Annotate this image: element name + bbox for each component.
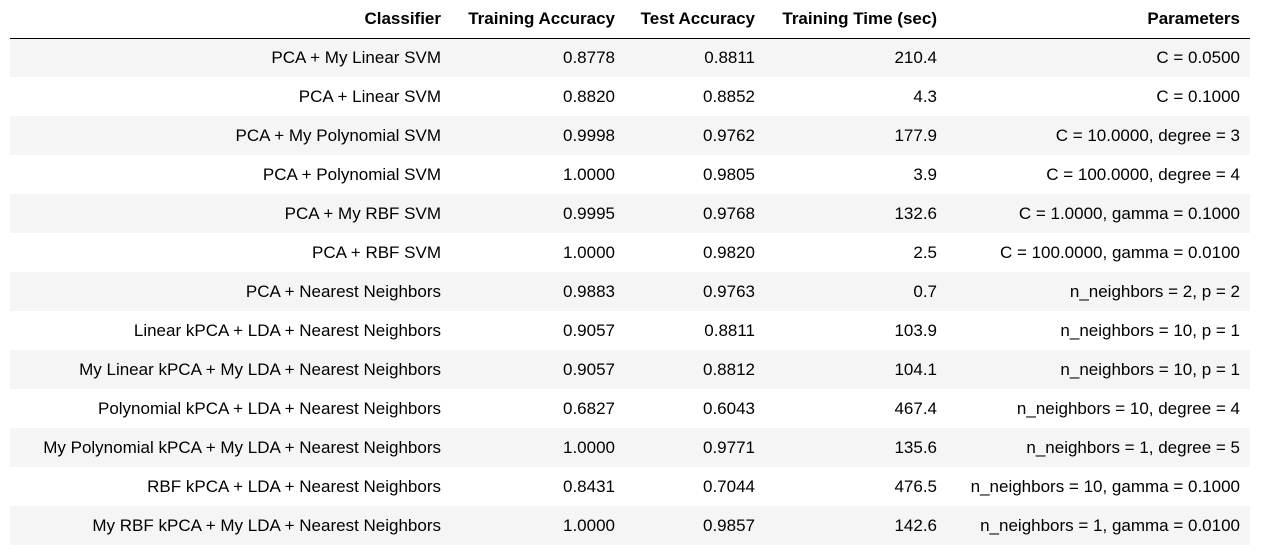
cell-classifier: PCA + Linear SVM bbox=[10, 77, 451, 116]
cell-training-accuracy: 0.9998 bbox=[451, 116, 625, 155]
column-header-classifier: Classifier bbox=[10, 0, 451, 39]
table-row: Linear kPCA + LDA + Nearest Neighbors 0.… bbox=[10, 311, 1250, 350]
cell-test-accuracy: 0.9768 bbox=[625, 194, 765, 233]
cell-parameters: C = 100.0000, gamma = 0.0100 bbox=[947, 233, 1250, 272]
cell-parameters: n_neighbors = 1, degree = 5 bbox=[947, 428, 1250, 467]
cell-parameters: C = 10.0000, degree = 3 bbox=[947, 116, 1250, 155]
cell-training-time: 0.7 bbox=[765, 272, 947, 311]
column-header-test-accuracy: Test Accuracy bbox=[625, 0, 765, 39]
cell-training-accuracy: 1.0000 bbox=[451, 428, 625, 467]
results-table: Classifier Training Accuracy Test Accura… bbox=[10, 0, 1250, 545]
cell-test-accuracy: 0.9820 bbox=[625, 233, 765, 272]
cell-test-accuracy: 0.9771 bbox=[625, 428, 765, 467]
cell-classifier: PCA + Nearest Neighbors bbox=[10, 272, 451, 311]
cell-training-time: 476.5 bbox=[765, 467, 947, 506]
cell-training-time: 3.9 bbox=[765, 155, 947, 194]
table-row: My Linear kPCA + My LDA + Nearest Neighb… bbox=[10, 350, 1250, 389]
table-row: PCA + Polynomial SVM 1.0000 0.9805 3.9 C… bbox=[10, 155, 1250, 194]
cell-classifier: PCA + My RBF SVM bbox=[10, 194, 451, 233]
cell-classifier: RBF kPCA + LDA + Nearest Neighbors bbox=[10, 467, 451, 506]
table-row: PCA + Nearest Neighbors 0.9883 0.9763 0.… bbox=[10, 272, 1250, 311]
cell-test-accuracy: 0.8852 bbox=[625, 77, 765, 116]
cell-training-accuracy: 0.9057 bbox=[451, 311, 625, 350]
cell-training-time: 210.4 bbox=[765, 38, 947, 77]
cell-classifier: My RBF kPCA + My LDA + Nearest Neighbors bbox=[10, 506, 451, 545]
table-row: PCA + My RBF SVM 0.9995 0.9768 132.6 C =… bbox=[10, 194, 1250, 233]
cell-training-time: 104.1 bbox=[765, 350, 947, 389]
cell-training-accuracy: 0.9883 bbox=[451, 272, 625, 311]
column-header-parameters: Parameters bbox=[947, 0, 1250, 39]
cell-training-time: 142.6 bbox=[765, 506, 947, 545]
cell-parameters: C = 1.0000, gamma = 0.1000 bbox=[947, 194, 1250, 233]
table-row: PCA + My Linear SVM 0.8778 0.8811 210.4 … bbox=[10, 38, 1250, 77]
table-body: PCA + My Linear SVM 0.8778 0.8811 210.4 … bbox=[10, 38, 1250, 545]
cell-training-accuracy: 0.6827 bbox=[451, 389, 625, 428]
table-header: Classifier Training Accuracy Test Accura… bbox=[10, 0, 1250, 39]
cell-classifier: PCA + My Polynomial SVM bbox=[10, 116, 451, 155]
header-row: Classifier Training Accuracy Test Accura… bbox=[10, 0, 1250, 39]
cell-parameters: n_neighbors = 10, gamma = 0.1000 bbox=[947, 467, 1250, 506]
table-row: PCA + Linear SVM 0.8820 0.8852 4.3 C = 0… bbox=[10, 77, 1250, 116]
cell-training-time: 467.4 bbox=[765, 389, 947, 428]
cell-parameters: C = 0.0500 bbox=[947, 38, 1250, 77]
cell-parameters: C = 0.1000 bbox=[947, 77, 1250, 116]
table-row: RBF kPCA + LDA + Nearest Neighbors 0.843… bbox=[10, 467, 1250, 506]
cell-parameters: n_neighbors = 10, degree = 4 bbox=[947, 389, 1250, 428]
table-row: PCA + RBF SVM 1.0000 0.9820 2.5 C = 100.… bbox=[10, 233, 1250, 272]
cell-classifier: Linear kPCA + LDA + Nearest Neighbors bbox=[10, 311, 451, 350]
cell-training-time: 132.6 bbox=[765, 194, 947, 233]
cell-parameters: n_neighbors = 1, gamma = 0.0100 bbox=[947, 506, 1250, 545]
cell-training-time: 2.5 bbox=[765, 233, 947, 272]
cell-test-accuracy: 0.9763 bbox=[625, 272, 765, 311]
cell-training-accuracy: 1.0000 bbox=[451, 506, 625, 545]
table-row: My Polynomial kPCA + My LDA + Nearest Ne… bbox=[10, 428, 1250, 467]
cell-training-time: 135.6 bbox=[765, 428, 947, 467]
cell-parameters: n_neighbors = 2, p = 2 bbox=[947, 272, 1250, 311]
cell-test-accuracy: 0.8812 bbox=[625, 350, 765, 389]
column-header-training-time: Training Time (sec) bbox=[765, 0, 947, 39]
cell-training-time: 103.9 bbox=[765, 311, 947, 350]
table-row: My RBF kPCA + My LDA + Nearest Neighbors… bbox=[10, 506, 1250, 545]
cell-classifier: My Linear kPCA + My LDA + Nearest Neighb… bbox=[10, 350, 451, 389]
cell-training-accuracy: 0.8778 bbox=[451, 38, 625, 77]
table-row: PCA + My Polynomial SVM 0.9998 0.9762 17… bbox=[10, 116, 1250, 155]
cell-training-accuracy: 0.9057 bbox=[451, 350, 625, 389]
cell-training-accuracy: 0.8431 bbox=[451, 467, 625, 506]
cell-test-accuracy: 0.9857 bbox=[625, 506, 765, 545]
cell-parameters: n_neighbors = 10, p = 1 bbox=[947, 350, 1250, 389]
cell-test-accuracy: 0.9762 bbox=[625, 116, 765, 155]
cell-training-accuracy: 0.9995 bbox=[451, 194, 625, 233]
cell-classifier: Polynomial kPCA + LDA + Nearest Neighbor… bbox=[10, 389, 451, 428]
cell-test-accuracy: 0.7044 bbox=[625, 467, 765, 506]
cell-test-accuracy: 0.9805 bbox=[625, 155, 765, 194]
cell-training-accuracy: 1.0000 bbox=[451, 155, 625, 194]
cell-training-time: 177.9 bbox=[765, 116, 947, 155]
table-row: Polynomial kPCA + LDA + Nearest Neighbor… bbox=[10, 389, 1250, 428]
column-header-training-accuracy: Training Accuracy bbox=[451, 0, 625, 39]
cell-classifier: PCA + My Linear SVM bbox=[10, 38, 451, 77]
cell-parameters: C = 100.0000, degree = 4 bbox=[947, 155, 1250, 194]
cell-training-accuracy: 1.0000 bbox=[451, 233, 625, 272]
cell-classifier: PCA + Polynomial SVM bbox=[10, 155, 451, 194]
cell-test-accuracy: 0.8811 bbox=[625, 38, 765, 77]
cell-training-accuracy: 0.8820 bbox=[451, 77, 625, 116]
cell-classifier: My Polynomial kPCA + My LDA + Nearest Ne… bbox=[10, 428, 451, 467]
cell-parameters: n_neighbors = 10, p = 1 bbox=[947, 311, 1250, 350]
cell-training-time: 4.3 bbox=[765, 77, 947, 116]
cell-test-accuracy: 0.6043 bbox=[625, 389, 765, 428]
cell-test-accuracy: 0.8811 bbox=[625, 311, 765, 350]
cell-classifier: PCA + RBF SVM bbox=[10, 233, 451, 272]
